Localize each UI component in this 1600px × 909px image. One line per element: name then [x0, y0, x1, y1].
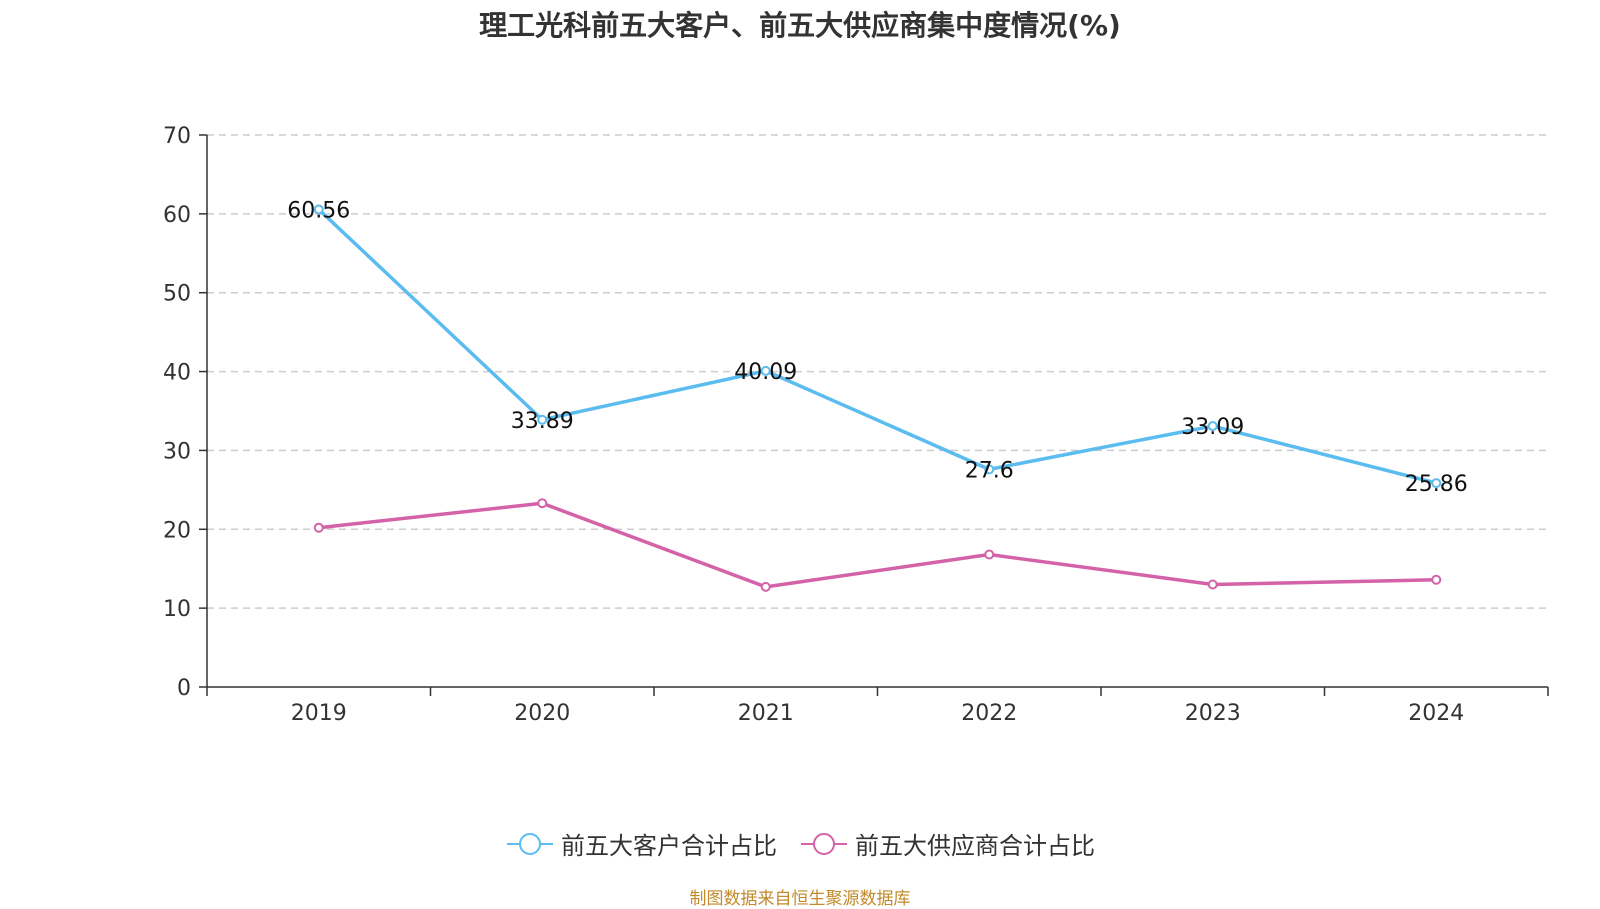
data-point	[984, 464, 995, 475]
data-label: 40.09	[734, 360, 797, 385]
y-tick-label: 20	[163, 518, 191, 543]
legend-item-suppliers[interactable]: 前五大供应商合计占比	[799, 826, 1095, 861]
legend-label-customers: 前五大客户合计占比	[561, 832, 777, 860]
chart-title: 理工光科前五大客户、前五大供应商集中度情况(%)	[479, 9, 1121, 42]
data-label: 60.56	[287, 198, 350, 223]
data-label: 27.6	[965, 458, 1014, 483]
data-label: 25.86	[1405, 472, 1468, 497]
data-point	[760, 581, 771, 592]
x-tick-label: 2022	[961, 701, 1017, 726]
x-tick-label: 2023	[1185, 701, 1241, 726]
y-tick-label: 50	[163, 282, 191, 307]
y-tick-label: 70	[163, 124, 191, 149]
x-tick-label: 2019	[291, 701, 347, 726]
legend-item-customers[interactable]: 前五大客户合计占比	[505, 826, 777, 861]
series-line-1	[317, 208, 1437, 485]
data-label: 33.89	[511, 409, 574, 434]
data-point	[984, 549, 995, 560]
legend: 前五大客户合计占比 前五大供应商合计占比	[0, 826, 1600, 861]
data-point	[313, 522, 324, 533]
x-tick-label: 2021	[738, 701, 794, 726]
data-point	[537, 498, 548, 509]
data-point	[1207, 421, 1218, 432]
data-point	[1431, 574, 1442, 585]
legend-marker-suppliers	[801, 832, 847, 855]
source-note: 制图数据来自恒生聚源数据库	[689, 889, 911, 909]
x-tick-label: 2024	[1408, 701, 1464, 726]
series-line-2	[318, 501, 1437, 589]
y-tick-label: 10	[163, 597, 191, 622]
data-label: 33.09	[1181, 415, 1244, 440]
y-tick-label: 40	[163, 361, 191, 386]
y-tick-label: 0	[177, 676, 191, 701]
legend-marker-customers	[507, 832, 553, 855]
data-point	[1431, 478, 1442, 489]
data-point	[537, 414, 548, 425]
x-tick-label: 2020	[514, 701, 570, 726]
y-tick-label: 60	[163, 203, 191, 228]
data-point	[760, 365, 771, 376]
y-tick-label: 30	[163, 439, 191, 464]
data-point	[1207, 579, 1218, 590]
data-point	[313, 204, 324, 215]
legend-label-suppliers: 前五大供应商合计占比	[855, 832, 1095, 860]
